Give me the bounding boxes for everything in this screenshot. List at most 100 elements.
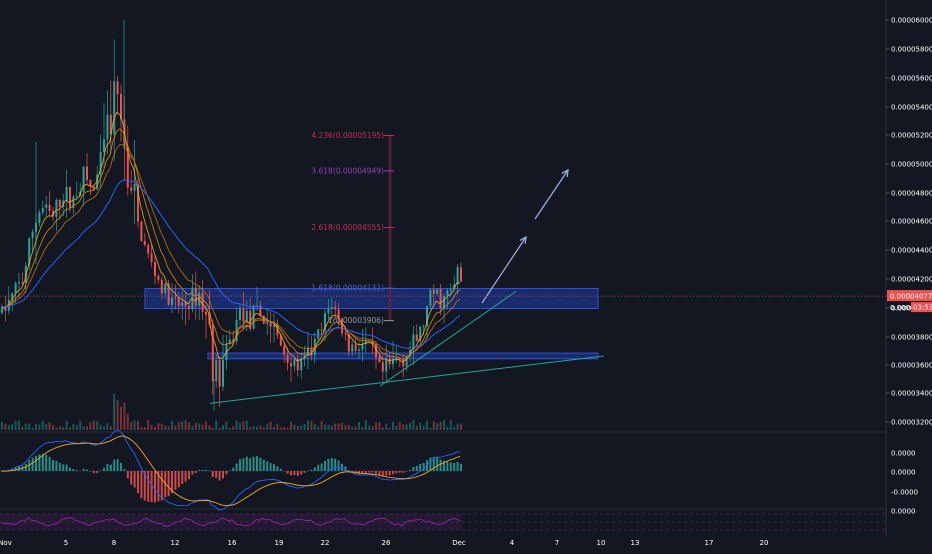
histogram-bar xyxy=(100,470,102,471)
volume-bar xyxy=(137,421,139,430)
histogram-bar xyxy=(324,461,326,471)
candle-body xyxy=(202,293,204,312)
histogram-bar xyxy=(259,458,261,471)
histogram-bar xyxy=(368,471,370,472)
histogram-bar xyxy=(256,456,258,471)
volume-bar xyxy=(263,427,265,430)
y-tick-label: 0.00003600 xyxy=(891,362,932,370)
histogram-bar xyxy=(113,460,115,471)
x-tick-label: 20 xyxy=(760,539,769,547)
histogram-bar xyxy=(49,457,51,471)
candle-body xyxy=(348,334,350,351)
volume-bar xyxy=(205,421,207,430)
histogram-bar xyxy=(59,463,61,471)
histogram-bar xyxy=(198,470,200,471)
histogram-bar xyxy=(460,464,462,471)
current-price-label: 0.00004077 xyxy=(890,293,932,301)
volume-bar xyxy=(304,424,306,430)
volume-bar xyxy=(222,425,224,430)
histogram-bar xyxy=(395,471,397,473)
volume-bar xyxy=(113,393,115,430)
histogram-bar xyxy=(293,471,295,475)
histogram-bar xyxy=(416,466,418,471)
histogram-bar xyxy=(304,471,306,473)
histogram-bar xyxy=(270,463,272,471)
histogram-bar xyxy=(287,471,289,474)
volume-bar xyxy=(42,421,44,430)
candle-body xyxy=(239,308,241,320)
volume-bar xyxy=(297,426,299,430)
volume-bar xyxy=(168,426,170,430)
y-tick-label: 0.00003400 xyxy=(891,390,932,398)
indicator-pane xyxy=(0,430,462,510)
candle-body xyxy=(460,267,462,281)
volume-bar xyxy=(130,422,132,430)
histogram-bar xyxy=(412,467,414,471)
candle-body xyxy=(385,359,387,372)
x-tick-label: 26 xyxy=(382,539,391,547)
volume-bar xyxy=(11,424,13,430)
volume-bar xyxy=(317,426,319,430)
volume-bar xyxy=(338,423,340,430)
volume-bar xyxy=(249,427,251,430)
histogram-bar xyxy=(195,471,197,473)
volume-bar xyxy=(59,426,61,430)
candle-body xyxy=(382,362,384,371)
candle-body xyxy=(270,322,272,327)
candle-body xyxy=(154,262,156,276)
histogram-bar xyxy=(181,471,183,484)
histogram-bar xyxy=(83,469,85,471)
volume-bar xyxy=(103,426,105,430)
volume-bar xyxy=(117,400,119,430)
volume-bar xyxy=(181,421,183,430)
histogram-bar xyxy=(314,467,316,471)
histogram-bar xyxy=(249,458,251,471)
histogram-bar xyxy=(117,459,119,471)
volume-bar xyxy=(280,427,282,430)
x-tick-label: 4 xyxy=(510,539,515,547)
volume-bar xyxy=(171,421,173,430)
histogram-bar xyxy=(35,456,37,471)
candle-body xyxy=(344,333,346,334)
volume-bar xyxy=(93,421,95,430)
histogram-bar xyxy=(246,457,248,471)
volume-bar xyxy=(123,403,125,430)
volume-bar xyxy=(392,422,394,430)
candle-body xyxy=(334,307,336,309)
volume-bar xyxy=(327,425,329,430)
drawings-layer xyxy=(0,170,886,403)
histogram-bar xyxy=(62,464,64,471)
y-tick-label: 0.00004200 xyxy=(891,276,932,284)
histogram-bar xyxy=(392,471,394,474)
volume-bar xyxy=(375,423,377,430)
y-tick-label: 0.00004400 xyxy=(891,247,932,255)
candle-body xyxy=(327,309,329,314)
candle-body xyxy=(113,81,115,134)
x-tick-label: 19 xyxy=(275,539,284,547)
volume-bar xyxy=(208,426,210,430)
x-tick-label: 7 xyxy=(555,539,559,547)
axes-layer: 0.000060000.000058000.000056000.00005400… xyxy=(0,17,932,548)
candle-body xyxy=(49,205,51,211)
volume-bar xyxy=(450,420,452,430)
volume-bar xyxy=(18,421,20,430)
histogram-bar xyxy=(225,471,227,474)
candle-body xyxy=(157,276,159,280)
volume-bar xyxy=(378,422,380,430)
candle-body xyxy=(321,329,323,330)
histogram-bar xyxy=(191,471,193,475)
volume-bar xyxy=(72,424,74,430)
volume-bar xyxy=(55,427,57,430)
candle-body xyxy=(423,326,425,327)
volume-bar xyxy=(242,421,244,430)
histogram-bar xyxy=(266,461,268,471)
volume-bar xyxy=(147,420,149,430)
current-price-sub: 0.0000 xyxy=(890,304,915,312)
volume-bar xyxy=(32,428,34,430)
volume-bar xyxy=(266,424,268,430)
histogram-bar xyxy=(273,464,275,471)
volume-bar xyxy=(127,413,129,430)
fib-level-label: 3.618(0.00004949) xyxy=(311,166,384,175)
